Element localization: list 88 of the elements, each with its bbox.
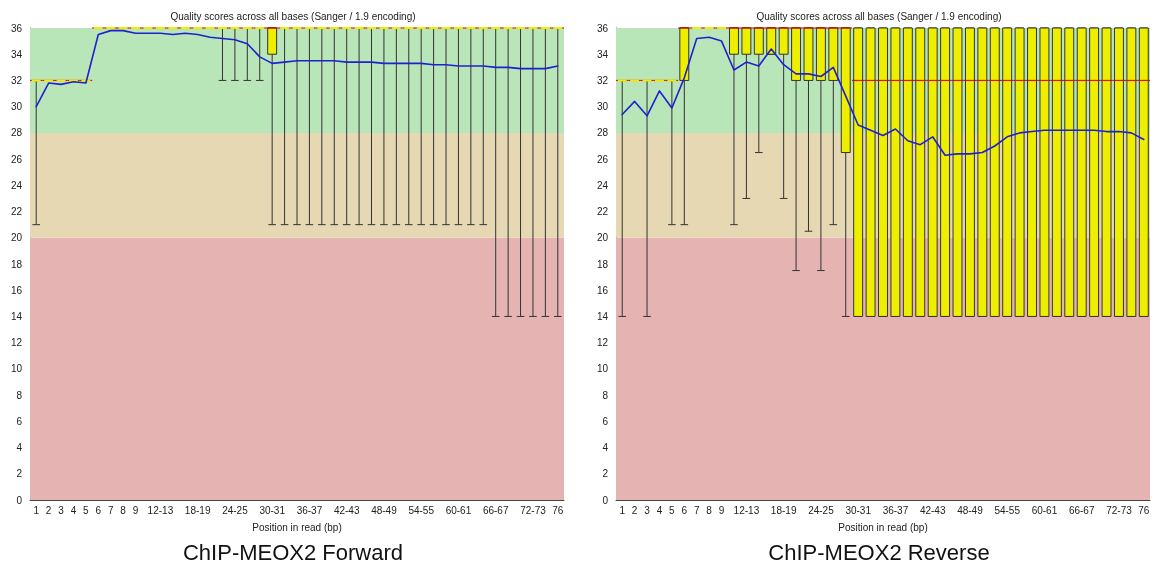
x-tick-label: 6	[95, 504, 102, 516]
x-axis-title: Position in read (bp)	[838, 521, 928, 533]
y-tick-label: 34	[596, 48, 609, 60]
y-tick-label: 4	[16, 442, 23, 454]
y-tick-label: 10	[10, 363, 23, 375]
x-tick-label: 76	[552, 504, 564, 516]
y-tick-label: 14	[10, 310, 23, 322]
x-tick-label: 6	[681, 504, 688, 516]
y-tick-label: 0	[16, 494, 23, 506]
y-tick-label: 8	[602, 389, 609, 401]
y-tick-label: 26	[10, 153, 23, 165]
line-series	[35, 29, 559, 108]
chart-title: Quality scores across all bases (Sanger / 1.9 encoding)	[170, 10, 416, 22]
chart-title: Quality scores across all bases (Sanger / 1.9 encoding)	[756, 10, 1002, 22]
y-tick-label: 30	[596, 101, 609, 113]
x-tick-label: 54-55	[408, 504, 435, 516]
x-tick-label: 54-55	[994, 504, 1021, 516]
x-tick-label: 2	[631, 504, 638, 516]
x-tick-label: 4	[70, 504, 77, 516]
y-tick-label: 6	[602, 415, 609, 427]
y-tick-label: 28	[10, 127, 23, 139]
x-tick-label: 66-67	[1068, 504, 1095, 516]
y-tick-label: 22	[10, 206, 23, 218]
x-tick-label: 42-43	[919, 504, 946, 516]
y-tick-label: 6	[16, 415, 23, 427]
x-tick-label: 72-73	[1106, 504, 1133, 516]
text: ChIP-MEOX2 Reverse	[768, 539, 990, 565]
x-tick-label: 1	[33, 504, 40, 516]
y-tick-label: 0	[602, 494, 609, 506]
y-tick-label: 34	[10, 48, 23, 60]
x-tick-label: 48-49	[371, 504, 398, 516]
y-tick-label: 36	[596, 22, 609, 34]
y-tick-label: 30	[10, 101, 23, 113]
x-tick-label: 30-31	[845, 504, 872, 516]
y-tick-label: 16	[10, 284, 23, 296]
x-tick-label: 36-37	[882, 504, 909, 516]
y-tick-label: 12	[10, 337, 23, 349]
x-tick-label: 8	[120, 504, 127, 516]
x-tick-label: 30-31	[259, 504, 286, 516]
x-tick-label: 3	[644, 504, 651, 516]
x-tick-label: 76	[1138, 504, 1150, 516]
x-tick-label: 24-25	[808, 504, 835, 516]
y-tick-label: 20	[10, 232, 23, 244]
y-tick-label: 36	[10, 22, 23, 34]
y-tick-label: 24	[10, 179, 23, 191]
x-tick-label: 24-25	[222, 504, 249, 516]
x-tick-label: 3	[58, 504, 65, 516]
y-tick-label: 16	[596, 284, 609, 296]
x-tick-label: 5	[669, 504, 676, 516]
x-tick-label: 5	[83, 504, 90, 516]
x-tick-label: 1	[619, 504, 626, 516]
x-tick-label: 36-37	[296, 504, 323, 516]
y-tick-label: 32	[10, 74, 23, 86]
x-tick-label: 18-19	[770, 504, 797, 516]
y-tick-label: 26	[596, 153, 609, 165]
y-tick-label: 2	[16, 468, 23, 480]
x-tick-label: 60-61	[445, 504, 472, 516]
y-tick-label: 20	[596, 232, 609, 244]
x-tick-label: 60-61	[1031, 504, 1058, 516]
x-tick-label: 9	[718, 504, 725, 516]
x-tick-label: 66-67	[482, 504, 509, 516]
x-tick-label: 48-49	[957, 504, 984, 516]
y-tick-label: 4	[602, 442, 609, 454]
y-tick-label: 28	[596, 127, 609, 139]
x-tick-label: 12-13	[147, 504, 174, 516]
y-tick-label: 18	[10, 258, 23, 270]
x-axis-title: Position in read (bp)	[252, 521, 342, 533]
x-tick-label: 18-19	[184, 504, 211, 516]
y-tick-label: 12	[596, 337, 609, 349]
y-tick-label: 18	[596, 258, 609, 270]
x-tick-label: 72-73	[520, 504, 547, 516]
x-tick-label: 7	[107, 504, 114, 516]
x-tick-label: 2	[45, 504, 52, 516]
x-tick-label: 8	[706, 504, 713, 516]
x-tick-label: 4	[656, 504, 663, 516]
y-tick-label: 22	[596, 206, 609, 218]
x-tick-label: 12-13	[733, 504, 760, 516]
y-tick-label: 14	[596, 310, 609, 322]
x-tick-label: 42-43	[333, 504, 360, 516]
y-tick-label: 10	[596, 363, 609, 375]
x-tick-label: 7	[693, 504, 700, 516]
y-tick-label: 2	[602, 468, 609, 480]
y-tick-label: 32	[596, 74, 609, 86]
x-tick-label: 9	[132, 504, 139, 516]
y-tick-label: 24	[596, 179, 609, 191]
y-tick-label: 8	[16, 389, 23, 401]
text: ChIP-MEOX2 Forward	[182, 539, 404, 565]
line-series	[621, 36, 1145, 156]
